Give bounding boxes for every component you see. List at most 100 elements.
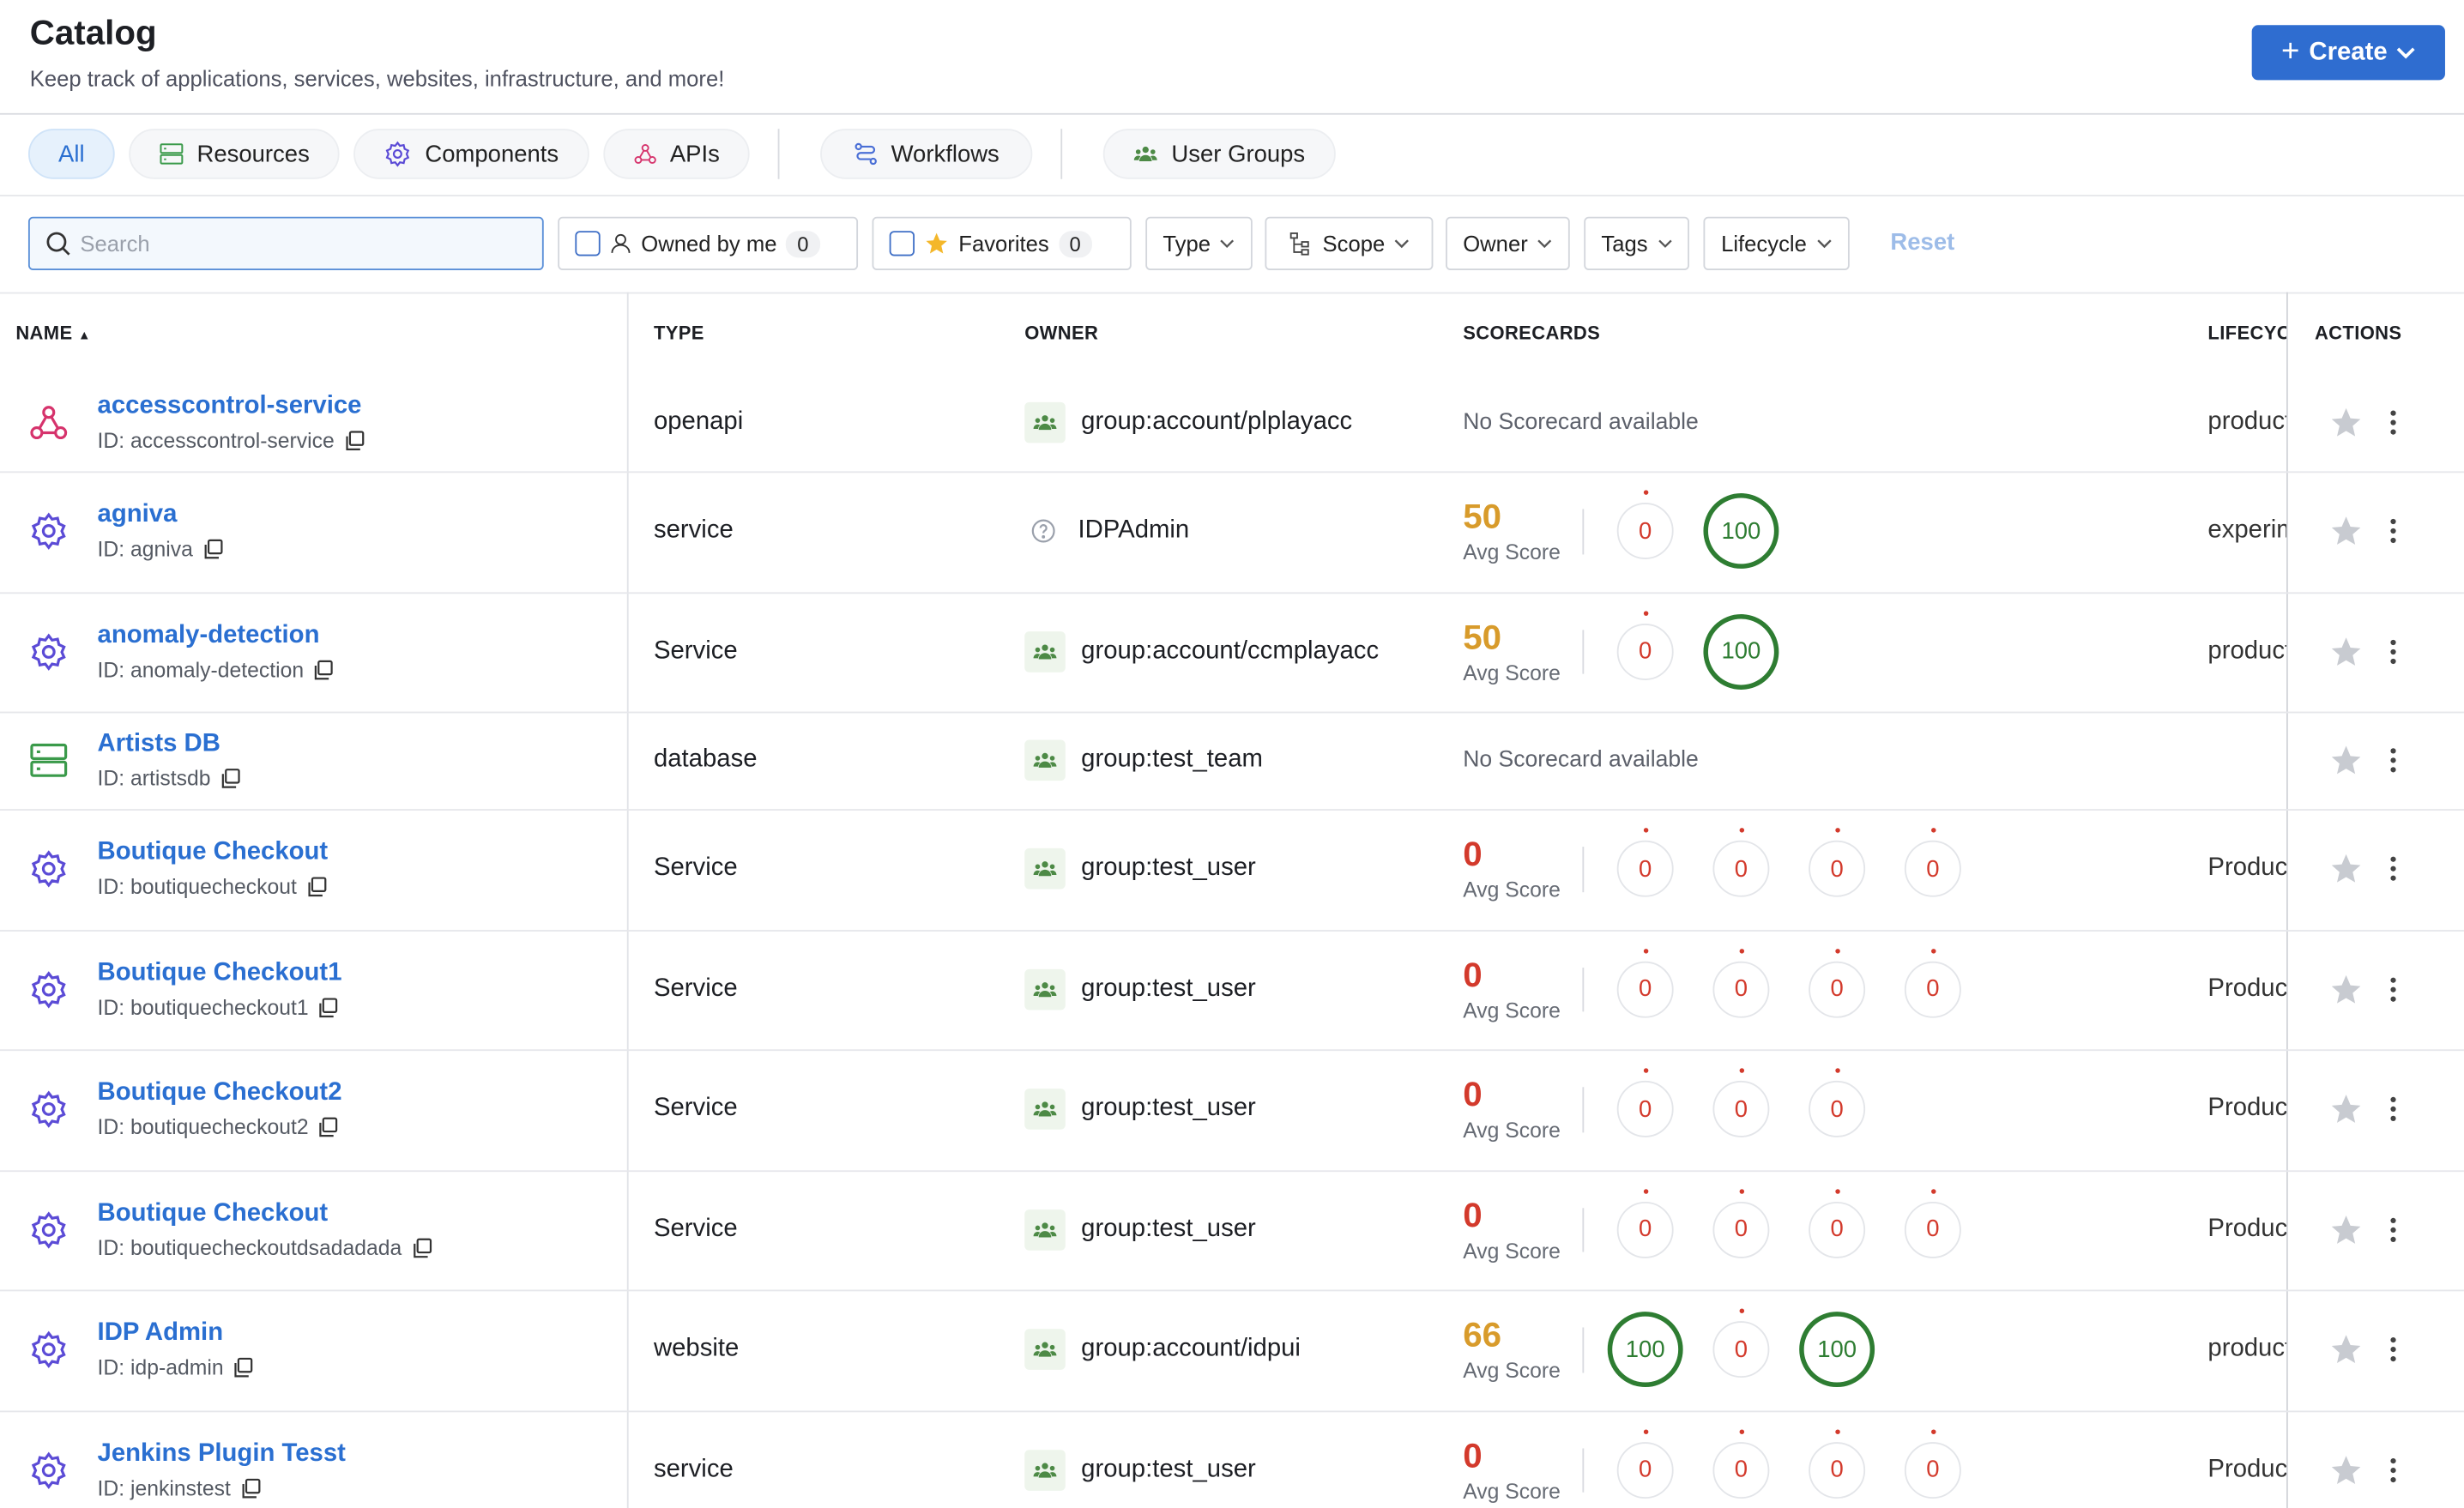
score-circle[interactable]: 0 [1616, 841, 1674, 898]
tab[interactable]: Components [353, 129, 589, 179]
scorecard-cell: 66 Avg Score 100 0 100 [1463, 1289, 2201, 1409]
more-menu[interactable] [2389, 1215, 2398, 1244]
score-circle[interactable]: 0 [1616, 503, 1674, 560]
dropdown-filter[interactable]: Owner [1446, 216, 1570, 270]
score-circle[interactable]: 0 [1809, 1201, 1866, 1258]
score-circle[interactable]: 100 [1799, 1312, 1875, 1388]
favorite-star[interactable] [2328, 1212, 2363, 1246]
favorite-star[interactable] [2328, 743, 2363, 777]
score-circle[interactable]: 100 [1607, 1312, 1683, 1388]
entity-icon [28, 471, 69, 591]
entity-id-row: ID: artistsdb [98, 767, 241, 790]
entity-icon [28, 1049, 69, 1169]
score-circle[interactable]: 0 [1809, 1441, 1866, 1499]
entity-name[interactable]: Artists DB [97, 730, 220, 757]
tab-label: User Groups [1171, 140, 1306, 168]
copy-icon[interactable] [240, 1478, 261, 1499]
copy-icon[interactable] [313, 660, 334, 680]
score-circle[interactable]: 0 [1904, 1201, 1961, 1258]
type-cell: Service [654, 809, 738, 929]
copy-icon[interactable] [220, 769, 240, 789]
table-row: Boutique Checkout ID: boutiquecheckoutdsa… [0, 1169, 2464, 1292]
entity-name[interactable]: Jenkins Plugin Tesst [97, 1439, 346, 1467]
more-menu[interactable] [2389, 1336, 2398, 1364]
entity-name[interactable]: Boutique Checkout2 [97, 1079, 342, 1107]
entity-name[interactable]: Boutique Checkout [97, 839, 329, 866]
copy-icon[interactable] [411, 1238, 432, 1258]
entity-name[interactable]: accesscontrol-service [97, 392, 362, 419]
favorite-star[interactable] [2328, 852, 2363, 886]
copy-icon[interactable] [306, 877, 327, 897]
favorite-star[interactable] [2328, 634, 2363, 668]
entity-name[interactable]: Boutique Checkout1 [97, 959, 342, 986]
favorite-star[interactable] [2328, 405, 2363, 439]
more-menu[interactable] [2389, 746, 2398, 775]
dropdown-filter[interactable]: Type [1145, 216, 1253, 270]
favorite-star[interactable] [2328, 514, 2363, 548]
tab[interactable]: All [27, 129, 115, 179]
more-menu[interactable] [2389, 637, 2398, 666]
score-circle[interactable]: 0 [1712, 1081, 1770, 1138]
more-menu[interactable] [2389, 408, 2398, 437]
score-circle[interactable]: 100 [1703, 493, 1779, 570]
more-menu[interactable] [2389, 1456, 2398, 1484]
score-circle[interactable]: 0 [1616, 1441, 1674, 1499]
entity-icon [28, 1289, 69, 1409]
score-circle[interactable]: 0 [1809, 1081, 1866, 1138]
tab[interactable]: Workflows [820, 129, 1033, 179]
score-circle[interactable]: 0 [1809, 841, 1866, 898]
more-menu[interactable] [2389, 517, 2398, 546]
score-circle[interactable]: 0 [1904, 841, 1961, 898]
score-circle[interactable]: 0 [1712, 1321, 1770, 1378]
copy-icon[interactable] [233, 1358, 254, 1378]
tab[interactable]: APIs [603, 129, 750, 179]
no-scorecard: No Scorecard available [1463, 409, 1699, 436]
score-circle[interactable]: 0 [1616, 961, 1674, 1018]
more-menu[interactable] [2389, 1095, 2398, 1124]
tab[interactable]: Resources [129, 129, 340, 179]
copy-icon[interactable] [318, 1118, 339, 1138]
scorecard-cell: 50 Avg Score 0 100 [1463, 471, 2201, 591]
avg-label: Avg Score [1463, 661, 1561, 685]
score-circle[interactable]: 0 [1904, 1441, 1961, 1499]
entity-name[interactable]: Boutique Checkout [97, 1199, 329, 1227]
group-icon [1024, 630, 1066, 673]
tab[interactable]: User Groups [1102, 129, 1336, 179]
more-menu[interactable] [2389, 975, 2398, 1004]
more-menu[interactable] [2389, 855, 2398, 884]
favorite-star[interactable] [2328, 972, 2363, 1006]
favorite-star[interactable] [2328, 1452, 2363, 1487]
tab-label: Resources [196, 140, 310, 168]
favorites-filter[interactable]: Favorites 0 [872, 216, 1132, 270]
copy-icon[interactable] [318, 997, 339, 1017]
score-circle[interactable]: 100 [1703, 613, 1779, 690]
owned-filter[interactable]: Owned by me 0 [558, 216, 859, 270]
score-circle[interactable]: 0 [1616, 623, 1674, 680]
score-circle[interactable]: 0 [1712, 841, 1770, 898]
score-circle[interactable]: 0 [1809, 961, 1866, 1018]
score-circle[interactable]: 0 [1616, 1081, 1674, 1138]
actions-cell [2328, 712, 2398, 810]
dropdown-filter[interactable]: Scope [1265, 216, 1434, 270]
name-cell: Jenkins Plugin Tesst ID: jenkinstest [98, 1410, 346, 1508]
lifecycle: Production [2207, 1456, 2286, 1483]
entity-name[interactable]: anomaly-detection [97, 621, 320, 648]
create-button[interactable]: + Create [2251, 25, 2445, 81]
copy-icon[interactable] [344, 431, 365, 451]
name-cell: Artists DB ID: artistsdb [98, 712, 241, 810]
score-circle[interactable]: 0 [1712, 1441, 1770, 1499]
favorite-star[interactable] [2328, 1092, 2363, 1126]
score-circle[interactable]: 0 [1904, 961, 1961, 1018]
owner-name: group:test_user [1081, 854, 1256, 882]
copy-icon[interactable] [202, 540, 223, 560]
favorite-star[interactable] [2328, 1332, 2363, 1366]
dropdown-filter[interactable]: Lifecycle [1703, 216, 1850, 270]
score-circle[interactable]: 0 [1712, 961, 1770, 1018]
score-circle[interactable]: 0 [1616, 1201, 1674, 1258]
dropdown-filter[interactable]: Tags [1584, 216, 1689, 270]
entity-name[interactable]: IDP Admin [97, 1319, 224, 1347]
entity-name[interactable]: agniva [97, 501, 178, 528]
search-input[interactable]: Search [27, 216, 544, 270]
score-circle[interactable]: 0 [1712, 1201, 1770, 1258]
reset-button[interactable]: Reset [1890, 229, 1955, 256]
